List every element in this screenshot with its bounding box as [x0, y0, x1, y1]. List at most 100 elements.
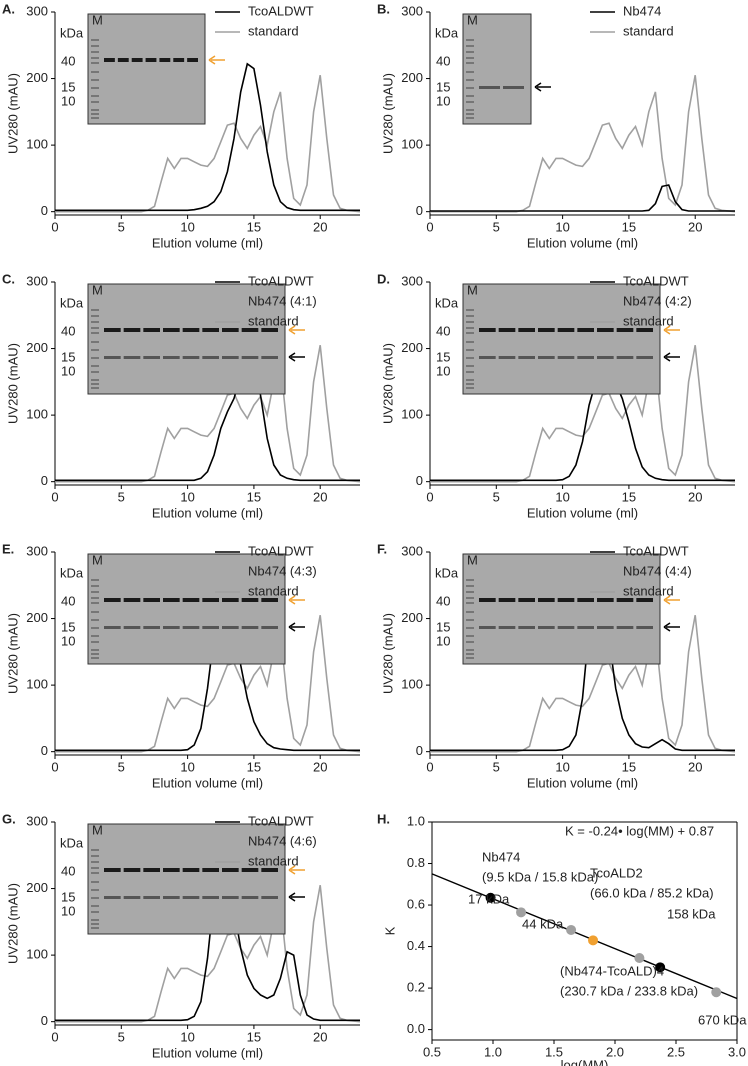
- gel-unit: kDa: [60, 25, 84, 40]
- gel-band: [498, 598, 516, 602]
- gel-band: [104, 356, 121, 359]
- gel-lane-label: M: [467, 282, 478, 297]
- x-axis-title: Elution volume (ml): [152, 1045, 263, 1060]
- gel-band: [518, 626, 535, 629]
- y-tick-label: 100: [26, 137, 48, 152]
- arrow-head: [663, 595, 671, 605]
- gel-unit: kDa: [435, 565, 459, 580]
- y-tick-label: 300: [401, 273, 423, 288]
- gel-band: [159, 58, 171, 62]
- gel-lane-label: M: [92, 282, 103, 297]
- gel-band: [131, 58, 143, 62]
- gel-marker: 10: [61, 93, 75, 108]
- gel-image: [462, 553, 661, 665]
- annotation: K = -0.24• log(MM) + 0.87: [565, 823, 714, 838]
- gel-unit: kDa: [60, 295, 84, 310]
- arrow-head: [288, 865, 296, 875]
- gel-band: [143, 868, 160, 872]
- gel-band: [163, 626, 180, 629]
- gel-marker: 40: [61, 593, 75, 608]
- x-tick-label: 0: [426, 759, 433, 774]
- arrow-head: [663, 325, 671, 335]
- gel-band: [577, 626, 594, 629]
- panel-label: H.: [377, 811, 390, 826]
- x-tick-label: 5: [118, 1029, 125, 1044]
- x-tick-label: 15: [247, 1029, 261, 1044]
- gel-marker: 10: [436, 633, 450, 648]
- gel-band: [479, 86, 500, 89]
- gel-band: [577, 356, 594, 359]
- gel-band: [222, 896, 239, 899]
- gel-band: [117, 58, 129, 62]
- legend-note: Nb474 (4:4): [623, 563, 692, 578]
- x-tick-label: 0: [51, 489, 58, 504]
- gel-band: [479, 598, 496, 602]
- y-tick-label: 100: [26, 407, 48, 422]
- arrow-head: [534, 82, 542, 92]
- gel-band: [261, 868, 278, 872]
- gel-marker: 15: [436, 619, 450, 634]
- y-tick-label: 300: [26, 813, 48, 828]
- annotation: (9.5 kDa / 15.8 kDa): [482, 869, 598, 884]
- arrow-head: [663, 622, 671, 632]
- line-series: [55, 62, 360, 212]
- gel-lane-label: M: [92, 12, 103, 27]
- gel-band: [636, 626, 653, 629]
- gel-band: [557, 356, 575, 359]
- gel-image: [462, 13, 532, 125]
- gel-band: [241, 328, 259, 332]
- gel-band: [202, 896, 219, 899]
- gel-band: [182, 868, 200, 872]
- data-point: [634, 952, 645, 963]
- gel-band: [202, 598, 219, 602]
- panel-label: D.: [377, 271, 390, 286]
- annotation: (66.0 kDa / 85.2 kDa): [590, 885, 714, 900]
- legend-label: Nb474: [623, 3, 661, 18]
- y-tick-label: 0.4: [407, 938, 425, 953]
- gel-band: [261, 598, 278, 602]
- y-axis-title: UV280 (mAU): [5, 613, 20, 694]
- gel-marker: 40: [61, 323, 75, 338]
- gel-band: [518, 356, 535, 359]
- x-tick-label: 10: [180, 489, 194, 504]
- gel-band: [104, 328, 121, 332]
- arrow-head: [208, 55, 216, 65]
- gel-band: [479, 328, 496, 332]
- x-tick-label: 5: [493, 489, 500, 504]
- gel-band: [241, 626, 259, 629]
- x-tick-label: 10: [180, 219, 194, 234]
- y-tick-label: 0: [41, 743, 48, 758]
- gel-band: [222, 356, 239, 359]
- gel-band: [163, 598, 180, 602]
- gel-band: [143, 626, 160, 629]
- y-tick-label: 200: [26, 70, 48, 85]
- data-point: [485, 892, 496, 903]
- gel-band: [163, 868, 180, 872]
- gel-image: [462, 283, 661, 395]
- y-tick-label: 200: [26, 880, 48, 895]
- x-tick-label: 10: [180, 759, 194, 774]
- gel-band: [123, 328, 141, 332]
- y-axis-title: UV280 (mAU): [5, 883, 20, 964]
- gel-marker: 10: [436, 363, 450, 378]
- x-tick-label: 5: [493, 759, 500, 774]
- y-tick-label: 100: [401, 677, 423, 692]
- gel-band: [538, 356, 555, 359]
- legend-note: Nb474 (4:6): [248, 833, 317, 848]
- line-series: [430, 615, 736, 753]
- panel-label: B.: [377, 1, 390, 16]
- gel-image: [87, 283, 286, 395]
- x-tick-label: 1.0: [484, 1044, 502, 1059]
- line-series: [55, 615, 361, 753]
- gel-image: [87, 823, 286, 935]
- gel-band: [123, 598, 141, 602]
- x-tick-label: 10: [555, 489, 569, 504]
- gel-band: [557, 328, 575, 332]
- gel-lane-label: M: [467, 552, 478, 567]
- gel-band: [636, 328, 653, 332]
- gel-lane-label: M: [92, 822, 103, 837]
- x-tick-label: 20: [688, 759, 702, 774]
- gel-marker: 15: [436, 79, 450, 94]
- panel-label: G.: [2, 811, 16, 826]
